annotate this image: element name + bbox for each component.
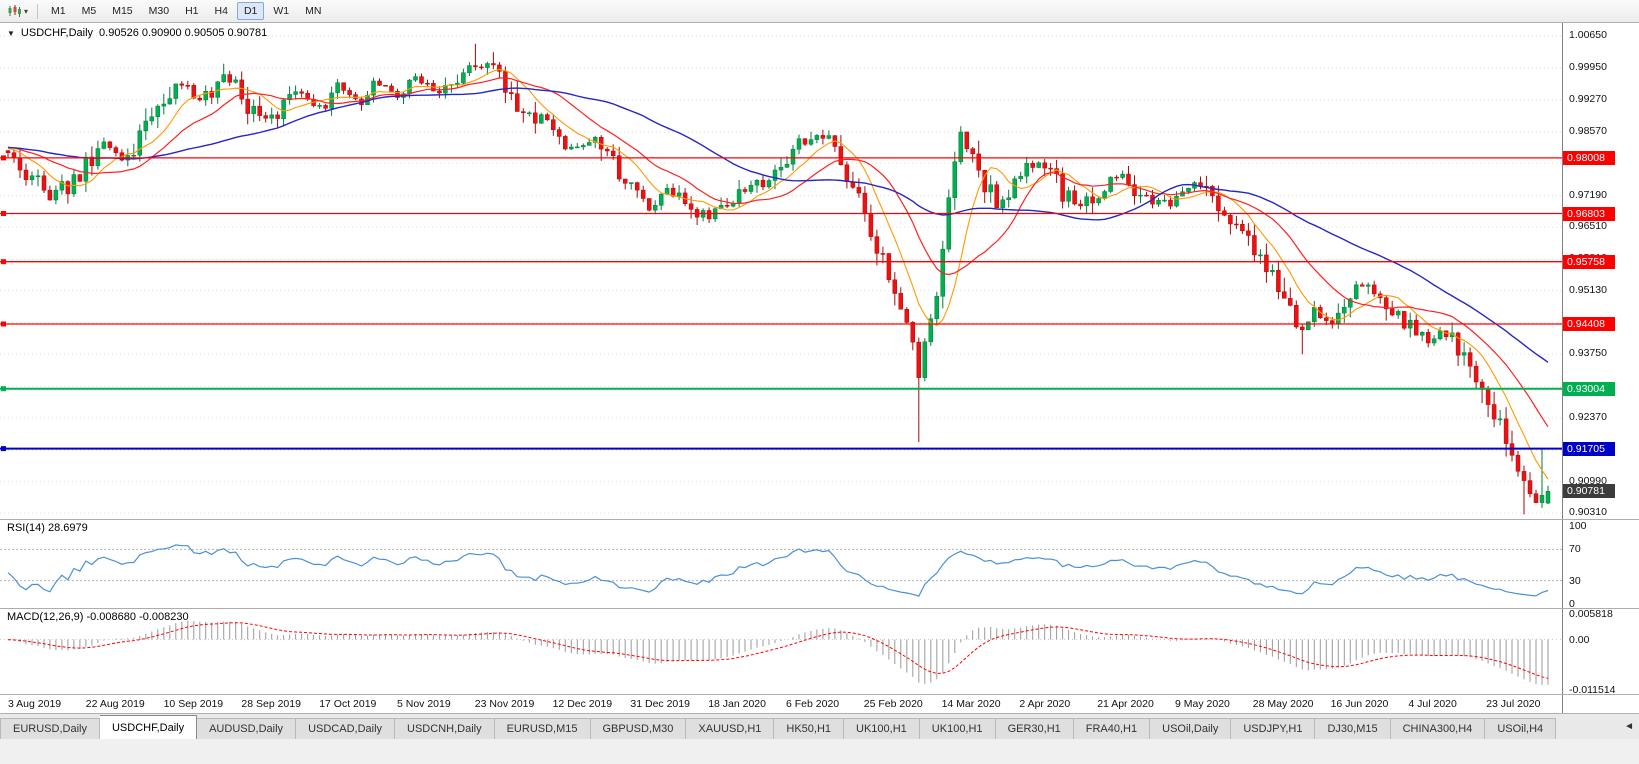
price-tick-label: 0.98570: [1569, 125, 1607, 137]
chart-tab-fra40-h1[interactable]: FRA40,H1: [1073, 718, 1151, 739]
rsi-plot: [0, 544, 1562, 597]
macd-plot: [0, 620, 1562, 685]
chart-tab-bar: EURUSD,Daily USDCHF,Daily AUDUSD,Daily USDC…: [0, 713, 1639, 739]
macd-label: MACD(12,26,9) -0.008680 -0.008230: [7, 611, 189, 623]
macd-scale-label: -0.011514: [1569, 684, 1616, 696]
chart-tab-eurusd-daily[interactable]: EURUSD,Daily: [0, 718, 100, 739]
rsi-scale-label: 30: [1569, 574, 1581, 587]
time-axis-label: 23 Nov 2019: [474, 698, 535, 710]
timeframe-button-h1[interactable]: H1: [185, 5, 199, 17]
chart-tab-xauusd-h1[interactable]: XAUUSD,H1: [686, 718, 775, 739]
price-tick-label: 1.00650: [1569, 29, 1607, 41]
time-axis-label: 5 Nov 2019: [397, 698, 451, 710]
timeframe-buttons: M1 M5 M15 M30 H1 H4 D1 W1 MN: [43, 2, 329, 20]
level-price-badge: 0.95758: [1563, 254, 1615, 269]
pane-separator[interactable]: [0, 519, 1639, 520]
price-tick-label: 0.99270: [1569, 92, 1607, 105]
price-tick-label: 0.93750: [1569, 347, 1607, 360]
price-tick-label: 0.90990: [1569, 474, 1607, 487]
time-axis-label: 25 Feb 2020: [863, 698, 923, 710]
time-axis[interactable]: 3 Aug 2019 22 Aug 2019 10 Sep 2019 28 Sep 2…: [0, 695, 1562, 713]
time-axis-label: 28 Sep 2019: [241, 698, 301, 710]
chart-tab-usdcnh-daily[interactable]: USDCNH,Daily: [395, 718, 495, 739]
timeframe-button-mn[interactable]: MN: [305, 5, 322, 17]
chart-tab-usoil-h4[interactable]: USOil,H4: [1485, 718, 1557, 739]
time-axis-label: 28 May 2020: [1252, 698, 1314, 710]
macd-scale-label: 0.005818: [1569, 608, 1613, 620]
rsi-pane[interactable]: RSI(14) 28.6979: [0, 520, 1562, 608]
window-bottom-strip: [0, 739, 1639, 764]
chart-type-caret-icon[interactable]: ▾: [24, 6, 29, 16]
pane-separator[interactable]: [0, 608, 1639, 609]
rsi-scale-label: 0: [1569, 598, 1575, 610]
chart-tab-uk100-h1[interactable]: UK100,H1: [844, 718, 920, 739]
level-price-badge: 0.93004: [1563, 381, 1615, 396]
time-axis-label: 31 Dec 2019: [630, 698, 690, 710]
chart-ohlc-values: 0.90526 0.90900 0.90505 0.90781: [99, 27, 268, 39]
macd-scale-label: 0.00: [1569, 633, 1590, 646]
chart-tab-usdjpy-h1[interactable]: USDJPY,H1: [1231, 718, 1316, 739]
chart-symbol-period: USDCHF,Daily: [20, 27, 94, 39]
time-axis-label: 22 Aug 2019: [85, 698, 145, 710]
price-tick-label: 0.96510: [1569, 220, 1607, 232]
level-price-badge: 0.96803: [1563, 206, 1615, 221]
macd-pane[interactable]: MACD(12,26,9) -0.008680 -0.008230: [0, 609, 1562, 694]
chart-type-icon[interactable]: [7, 4, 22, 18]
time-axis-label: 18 Jan 2020: [708, 698, 766, 710]
main-chart-pane[interactable]: ▼ USDCHF,Daily 0.90526 0.90900 0.90505 0…: [0, 23, 1562, 519]
time-axis-label: 6 Feb 2020: [786, 698, 840, 710]
timeframe-button-m30[interactable]: M30: [148, 5, 170, 17]
chart-tab-audusd-daily[interactable]: AUDUSD,Daily: [197, 718, 297, 739]
chart-tab-gbpusd-m30[interactable]: GBPUSD,M30: [590, 718, 687, 739]
time-axis-label: 12 Dec 2019: [552, 698, 613, 710]
time-axis-label: 3 Aug 2019: [8, 698, 62, 710]
price-tick-label: 0.95130: [1569, 283, 1607, 296]
axis-separator: [0, 694, 1639, 695]
time-axis-label: 9 May 2020: [1175, 698, 1230, 710]
time-axis-label: 2 Apr 2020: [1019, 698, 1071, 710]
chart-collapse-arrow-icon[interactable]: ▼: [7, 28, 15, 38]
candlestick-chart[interactable]: [0, 23, 1562, 519]
current-price-badge: 0.90781: [1563, 484, 1615, 499]
chart-tab-hk50-h1[interactable]: HK50,H1: [774, 718, 845, 739]
timeframe-button-w1[interactable]: W1: [273, 5, 290, 17]
time-axis-label: 4 Jul 2020: [1408, 698, 1457, 710]
timeframe-button-m1[interactable]: M1: [51, 5, 66, 17]
price-tick-label: 0.92370: [1569, 411, 1607, 423]
chart-tabs: EURUSD,Daily USDCHF,Daily AUDUSD,Daily USDC…: [0, 715, 1557, 739]
chart-tab-dj30-m15[interactable]: DJ30,M15: [1315, 718, 1391, 739]
timeframe-button-m15[interactable]: M15: [112, 5, 133, 17]
price-tick-label: 0.90310: [1569, 506, 1607, 518]
chart-tab-uk100-h1[interactable]: UK100,H1: [919, 718, 996, 739]
price-tick-label: 0.99950: [1569, 61, 1607, 74]
chart-tab-usdchf-daily[interactable]: USDCHF,Daily: [99, 715, 198, 739]
time-axis-label: 14 Mar 2020: [941, 698, 1001, 710]
timeframe-toolbar: ▾ M1 M5 M15 M30 H1 H4 D1 W1 MN: [0, 0, 1639, 23]
timeframe-button-d1[interactable]: D1: [236, 2, 265, 20]
time-axis-label: 21 Apr 2020: [1097, 698, 1154, 710]
chart-tab-usdcad-daily[interactable]: USDCAD,Daily: [296, 718, 396, 739]
time-axis-label: 16 Jun 2020: [1330, 698, 1389, 710]
price-tick-label: 0.97190: [1569, 188, 1607, 201]
timeframe-button-m5[interactable]: M5: [81, 5, 97, 17]
level-price-badge: 0.91705: [1563, 441, 1615, 456]
time-axis-label: 23 Jul 2020: [1486, 698, 1541, 710]
chart-tab-eurusd-m15[interactable]: EURUSD,M15: [494, 718, 591, 739]
chart-title: ▼ USDCHF,Daily 0.90526 0.90900 0.90505 0…: [7, 27, 267, 39]
rsi-scale-label: 70: [1569, 543, 1581, 556]
chart-tab-usoil-daily[interactable]: USOil,Daily: [1150, 718, 1232, 739]
rsi-scale-label: 100: [1569, 520, 1587, 532]
chart-tab-china300-h4[interactable]: CHINA300,H4: [1390, 718, 1486, 739]
toolbar-separator: [37, 3, 39, 19]
level-price-badge: 0.94408: [1563, 317, 1615, 331]
time-axis-label: 10 Sep 2019: [163, 698, 224, 710]
price-scale[interactable]: 1.006500.999500.992700.985700.978900.971…: [1562, 23, 1639, 713]
chart-tab-ger30-h1[interactable]: GER30,H1: [995, 718, 1074, 739]
timeframe-button-h4[interactable]: H4: [214, 5, 228, 17]
rsi-label: RSI(14) 28.6979: [7, 522, 88, 534]
time-axis-label: 17 Oct 2019: [319, 698, 377, 710]
tab-scroll-left-icon[interactable]: ◄: [1624, 721, 1634, 732]
level-price-badge: 0.98008: [1563, 150, 1615, 165]
